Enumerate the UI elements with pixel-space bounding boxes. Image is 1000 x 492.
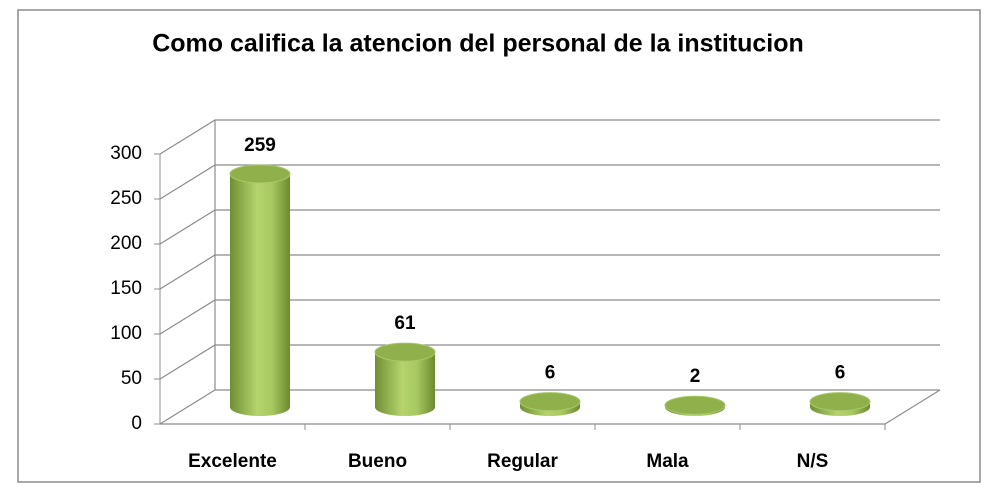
x-tick-label: Mala [646,451,689,472]
data-label: 2 [690,366,701,387]
bar [230,173,290,416]
x-tick-label: N/S [797,451,829,472]
y-tick-label: 250 [110,188,142,209]
x-tick-label: Regular [487,451,558,472]
y-tick-label: 0 [131,413,142,434]
y-tick-label: 150 [110,278,142,299]
grid-line [159,254,940,290]
data-label: 61 [394,313,416,334]
bar-top [664,395,726,415]
grid-line [159,164,940,200]
grid-line [159,389,940,425]
y-tick-label: 200 [110,233,142,254]
data-label: 6 [835,363,846,384]
x-tick-label: Bueno [348,451,407,472]
bar-top [374,342,436,362]
grid-line [159,209,940,245]
grid-line [159,119,940,155]
grid-line [159,299,940,335]
y-tick-label: 300 [110,143,142,164]
x-tick-label: Excelente [188,451,277,472]
y-tick-label: 100 [110,323,142,344]
y-tick-label: 50 [121,368,142,389]
bar-top [809,392,871,412]
bar-top [229,164,291,184]
chart-title: Como califica la atencion del personal d… [152,30,804,58]
data-label: 6 [545,363,556,384]
data-label: 259 [244,135,276,156]
grid-line [159,344,940,380]
bar-top [519,392,581,412]
bar [375,352,435,416]
